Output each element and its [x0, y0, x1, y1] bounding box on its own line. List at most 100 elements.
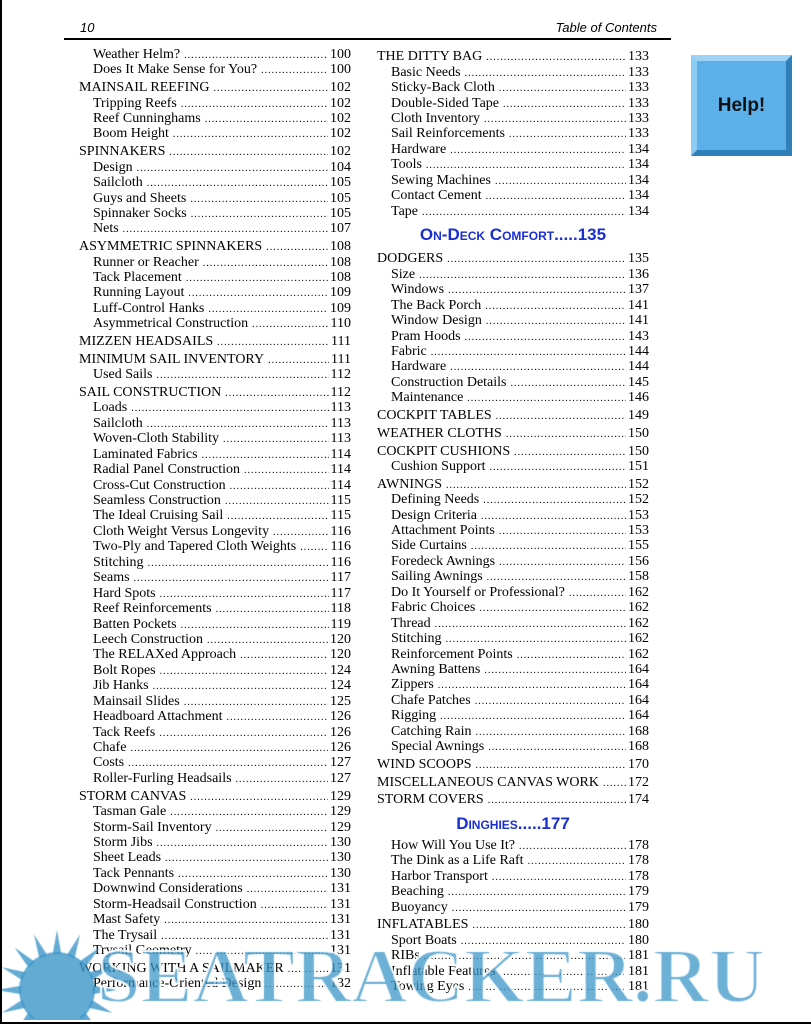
toc-section-entry[interactable]: SPINNAKERS 102 — [79, 144, 351, 159]
toc-subsection-entry[interactable]: Defining Needs 152 — [377, 492, 649, 507]
toc-subsection-entry[interactable]: Chafe Patches 164 — [377, 693, 649, 708]
toc-section-entry[interactable]: WEATHER CLOTHS 150 — [377, 426, 649, 441]
toc-subsection-entry[interactable]: Maintenance 146 — [377, 390, 649, 405]
toc-subsection-entry[interactable]: Mast Safety 131 — [79, 912, 351, 927]
help-button[interactable]: Help! — [691, 55, 792, 156]
toc-subsection-entry[interactable]: Weather Helm? 100 — [79, 47, 351, 62]
toc-subsection-entry[interactable]: Headboard Attachment 126 — [79, 709, 351, 724]
toc-subsection-entry[interactable]: Bolt Ropes 124 — [79, 663, 351, 678]
toc-subsection-entry[interactable]: The Ideal Cruising Sail 115 — [79, 508, 351, 523]
toc-section-entry[interactable]: STORM CANVAS 129 — [79, 789, 351, 804]
toc-subsection-entry[interactable]: Inflatable Features 181 — [377, 964, 649, 979]
toc-subsection-entry[interactable]: Storm-Headsail Construction 131 — [79, 897, 351, 912]
toc-subsection-entry[interactable]: Running Layout 109 — [79, 285, 351, 300]
toc-subsection-entry[interactable]: Pram Hoods 143 — [377, 329, 649, 344]
toc-subsection-entry[interactable]: Awning Battens 164 — [377, 662, 649, 677]
toc-subsection-entry[interactable]: Tack Pennants 130 — [79, 866, 351, 881]
toc-subsection-entry[interactable]: Foredeck Awnings 156 — [377, 554, 649, 569]
toc-subsection-entry[interactable]: The Back Porch 141 — [377, 298, 649, 313]
toc-subsection-entry[interactable]: Design Criteria 153 — [377, 508, 649, 523]
toc-section-entry[interactable]: ASYMMETRIC SPINNAKERS 108 — [79, 239, 351, 254]
toc-subsection-entry[interactable]: The Dink as a Life Raft 178 — [377, 853, 649, 868]
toc-subsection-entry[interactable]: Downwind Considerations 131 — [79, 881, 351, 896]
toc-section-entry[interactable]: INFLATABLES 180 — [377, 917, 649, 932]
toc-section-entry[interactable]: MISCELLANEOUS CANVAS WORK 172 — [377, 775, 649, 790]
toc-subsection-entry[interactable]: Cross-Cut Construction 114 — [79, 478, 351, 493]
toc-section-entry[interactable]: SAIL CONSTRUCTION 112 — [79, 385, 351, 400]
toc-subsection-entry[interactable]: How Will You Use It? 178 — [377, 838, 649, 853]
toc-subsection-entry[interactable]: Loads 113 — [79, 400, 351, 415]
toc-subsection-entry[interactable]: Size 136 — [377, 267, 649, 282]
toc-subsection-entry[interactable]: Tack Placement 108 — [79, 270, 351, 285]
toc-subsection-entry[interactable]: Mainsail Slides 125 — [79, 694, 351, 709]
toc-subsection-entry[interactable]: Used Sails 112 — [79, 367, 351, 382]
part-heading[interactable]: On-Deck Comfort.....135 — [419, 225, 607, 245]
toc-subsection-entry[interactable]: Cloth Weight Versus Longevity 116 — [79, 524, 351, 539]
toc-section-entry[interactable]: MINIMUM SAIL INVENTORY 111 — [79, 352, 351, 367]
toc-subsection-entry[interactable]: Buoyancy 179 — [377, 900, 649, 915]
toc-section-entry[interactable]: COCKPIT TABLES 149 — [377, 408, 649, 423]
toc-subsection-entry[interactable]: Reinforcement Points 162 — [377, 647, 649, 662]
toc-subsection-entry[interactable]: Chafe 126 — [79, 740, 351, 755]
toc-subsection-entry[interactable]: Zippers 164 — [377, 677, 649, 692]
toc-subsection-entry[interactable]: Fabric 144 — [377, 344, 649, 359]
toc-subsection-entry[interactable]: Side Curtains 155 — [377, 538, 649, 553]
toc-subsection-entry[interactable]: The Trysail 131 — [79, 928, 351, 943]
toc-section-entry[interactable]: MAINSAIL REEFING 102 — [79, 80, 351, 95]
toc-section-entry[interactable]: WIND SCOOPS 170 — [377, 757, 649, 772]
toc-subsection-entry[interactable]: Basic Needs 133 — [377, 65, 649, 80]
toc-subsection-entry[interactable]: Hardware 144 — [377, 359, 649, 374]
toc-subsection-entry[interactable]: Storm-Sail Inventory 129 — [79, 820, 351, 835]
toc-subsection-entry[interactable]: Contact Cement 134 — [377, 188, 649, 203]
toc-subsection-entry[interactable]: Beaching 179 — [377, 884, 649, 899]
toc-subsection-entry[interactable]: Sailcloth 105 — [79, 175, 351, 190]
toc-section-entry[interactable]: AWNINGS 152 — [377, 477, 649, 492]
toc-subsection-entry[interactable]: Special Awnings 168 — [377, 739, 649, 754]
toc-subsection-entry[interactable]: Runner or Reacher 108 — [79, 255, 351, 270]
toc-subsection-entry[interactable]: Reef Cunninghams 102 — [79, 111, 351, 126]
toc-subsection-entry[interactable]: Tack Reefs 126 — [79, 725, 351, 740]
toc-subsection-entry[interactable]: Rigging 164 — [377, 708, 649, 723]
toc-subsection-entry[interactable]: Tools 134 — [377, 157, 649, 172]
toc-subsection-entry[interactable]: Performance-Oriented Design 132 — [79, 976, 351, 991]
toc-subsection-entry[interactable]: Design 104 — [79, 160, 351, 175]
toc-subsection-entry[interactable]: Harbor Transport 178 — [377, 869, 649, 884]
toc-subsection-entry[interactable]: Sailcloth 113 — [79, 416, 351, 431]
toc-subsection-entry[interactable]: Sailing Awnings 158 — [377, 569, 649, 584]
part-heading[interactable]: Dinghies.....177 — [456, 813, 570, 833]
toc-subsection-entry[interactable]: Window Design 141 — [377, 313, 649, 328]
toc-section-entry[interactable]: DODGERS 135 — [377, 251, 649, 266]
toc-subsection-entry[interactable]: Seams 117 — [79, 570, 351, 585]
toc-subsection-entry[interactable]: Stitching 162 — [377, 631, 649, 646]
toc-subsection-entry[interactable]: Double-Sided Tape 133 — [377, 96, 649, 111]
toc-subsection-entry[interactable]: Reef Reinforcements 118 — [79, 601, 351, 616]
toc-subsection-entry[interactable]: Jib Hanks 124 — [79, 678, 351, 693]
toc-section-entry[interactable]: THE DITTY BAG 133 — [377, 49, 649, 64]
toc-subsection-entry[interactable]: Guys and Sheets 105 — [79, 191, 351, 206]
toc-subsection-entry[interactable]: Nets 107 — [79, 221, 351, 236]
toc-subsection-entry[interactable]: Windows 137 — [377, 282, 649, 297]
toc-subsection-entry[interactable]: Batten Pockets 119 — [79, 617, 351, 632]
toc-section-entry[interactable]: STORM COVERS 174 — [377, 792, 649, 807]
toc-subsection-entry[interactable]: Cloth Inventory 133 — [377, 111, 649, 126]
toc-subsection-entry[interactable]: Construction Details 145 — [377, 375, 649, 390]
toc-subsection-entry[interactable]: Sail Reinforcements 133 — [377, 126, 649, 141]
toc-subsection-entry[interactable]: Catching Rain 168 — [377, 724, 649, 739]
toc-subsection-entry[interactable]: The RELAXed Approach 120 — [79, 647, 351, 662]
toc-subsection-entry[interactable]: Do It Yourself or Professional? 162 — [377, 585, 649, 600]
toc-subsection-entry[interactable]: Hardware 134 — [377, 142, 649, 157]
toc-subsection-entry[interactable]: Storm Jibs 130 — [79, 835, 351, 850]
toc-subsection-entry[interactable]: Towing Eyes 181 — [377, 979, 649, 994]
toc-subsection-entry[interactable]: Spinnaker Socks 105 — [79, 206, 351, 221]
toc-subsection-entry[interactable]: Sport Boats 180 — [377, 933, 649, 948]
toc-subsection-entry[interactable]: Trysail Geometry 131 — [79, 943, 351, 958]
toc-subsection-entry[interactable]: Woven-Cloth Stability 113 — [79, 431, 351, 446]
toc-subsection-entry[interactable]: Tape 134 — [377, 204, 649, 219]
toc-subsection-entry[interactable]: Sticky-Back Cloth 133 — [377, 80, 649, 95]
toc-subsection-entry[interactable]: Cushion Support 151 — [377, 459, 649, 474]
toc-subsection-entry[interactable]: Two-Ply and Tapered Cloth Weights 116 — [79, 539, 351, 554]
toc-subsection-entry[interactable]: Roller-Furling Headsails 127 — [79, 771, 351, 786]
toc-subsection-entry[interactable]: Tasman Gale 129 — [79, 804, 351, 819]
toc-subsection-entry[interactable]: Asymmetrical Construction 110 — [79, 316, 351, 331]
toc-subsection-entry[interactable]: Thread 162 — [377, 616, 649, 631]
